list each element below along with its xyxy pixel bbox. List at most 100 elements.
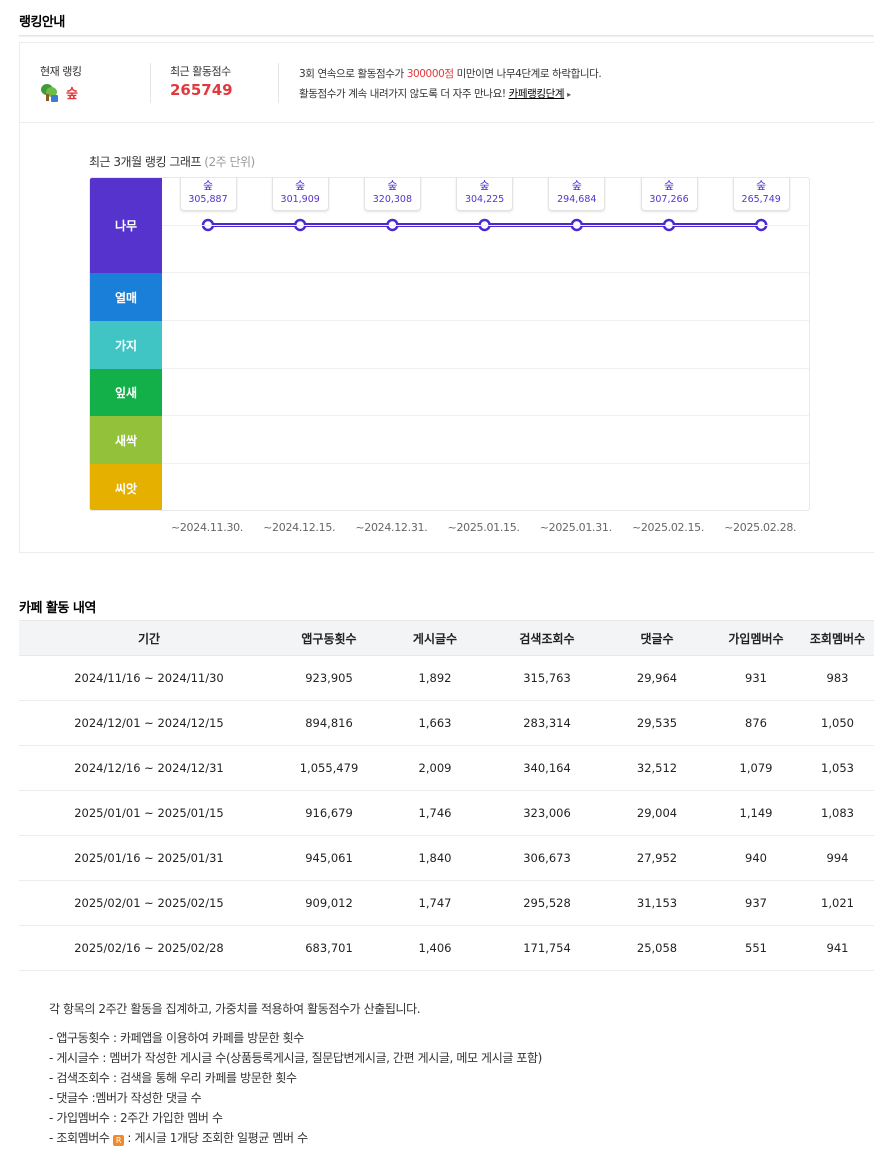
point-value: 307,266	[649, 194, 689, 205]
column-header: 가입멤버수	[711, 620, 801, 656]
table-cell: 29,535	[603, 700, 711, 746]
column-header: 앱구동횟수	[279, 620, 379, 656]
table-row: 2025/01/16 ~ 2025/01/31 945,061 1,840 306,6…	[19, 835, 874, 881]
grid-line	[162, 463, 809, 464]
ranking-status: 현재 랭킹 숲 최근 활동점수 265749 3회 연속으로 활동점수가 300…	[20, 43, 874, 123]
column-header: 조회멤버수	[801, 620, 874, 656]
point-value: 320,308	[372, 194, 413, 205]
table-cell: 1,892	[379, 655, 491, 701]
point-value: 304,225	[464, 194, 505, 205]
table-cell: 323,006	[491, 790, 603, 836]
table-row: 2025/02/16 ~ 2025/02/28 683,701 1,406 171,7…	[19, 925, 874, 971]
table-cell: 2025/02/16 ~ 2025/02/28	[19, 925, 279, 971]
table-cell: 306,673	[491, 835, 603, 881]
footnote-item: - 가입멤버수 : 2주간 가입한 멤버 수	[49, 1111, 223, 1125]
ranking-line-chart	[201, 218, 768, 232]
point-label: 숲 320,308	[363, 178, 421, 211]
level-band: 씨앗	[90, 464, 162, 510]
grid-line	[162, 368, 809, 369]
table-cell: 945,061	[279, 835, 379, 881]
table-cell: 1,663	[379, 700, 491, 746]
table-cell: 2024/11/16 ~ 2024/11/30	[19, 655, 279, 701]
cafe-ranking-link[interactable]: 카페랭킹단계	[508, 88, 565, 100]
table-cell: 171,754	[491, 925, 603, 971]
column-header: 검색조회수	[491, 620, 603, 656]
x-tick-label: ~2025.01.31.	[539, 521, 612, 534]
table-cell: 1,053	[801, 745, 874, 791]
point-label: 숲 265,749	[732, 178, 790, 211]
point-level: 숲	[571, 179, 582, 192]
table-cell: 1,746	[379, 790, 491, 836]
forest-rank-icon	[40, 83, 58, 102]
ranking-box: 현재 랭킹 숲 최근 활동점수 265749 3회 연속으로 활동점수가 300…	[19, 42, 874, 553]
table-cell: 1,149	[711, 790, 801, 836]
table-cell: 2025/02/01 ~ 2025/02/15	[19, 880, 279, 926]
table-cell: 1,079	[711, 745, 801, 791]
table-row: 2025/02/01 ~ 2025/02/15 909,012 1,747 295,5…	[19, 880, 874, 926]
table-cell: 994	[801, 835, 874, 881]
x-tick-label: ~2024.12.15.	[263, 521, 336, 534]
footnote-item: - 조회멤버수 R : 게시글 1개당 조회한 일평균 멤버 수	[49, 1131, 308, 1146]
level-band: 열매	[90, 273, 162, 321]
ranking-graph: 나무 열매 가지 잎새 새싹 씨앗 숲 305,887 숲 301,909 숲 320,308 숲 304…	[89, 177, 810, 511]
table-cell: 1,747	[379, 880, 491, 926]
level-band: 새싹	[90, 416, 162, 464]
table-cell: 876	[711, 700, 801, 746]
score-label: 최근 활동점수	[170, 65, 231, 78]
level-band: 나무	[90, 178, 162, 273]
table-row: 2024/12/16 ~ 2024/12/31 1,055,479 2,009 340…	[19, 745, 874, 791]
threshold-score: 300000점	[406, 68, 454, 80]
table-cell: 683,701	[279, 925, 379, 971]
footnote-item: - 검색조회수 : 검색을 통해 우리 카페를 방문한 횟수	[49, 1071, 297, 1085]
point-level: 숲	[387, 179, 398, 192]
point-label: 숲 304,225	[456, 178, 514, 211]
point-value: 265,749	[741, 194, 781, 205]
point-level: 숲	[756, 179, 767, 192]
activity-section-title: 카페 활동 내역	[19, 601, 96, 616]
point-label: 숲 301,909	[271, 178, 329, 211]
table-cell: 894,816	[279, 700, 379, 746]
current-rank: 숲	[40, 83, 78, 102]
table-cell: 923,905	[279, 655, 379, 701]
table-cell: 937	[711, 880, 801, 926]
r-badge-icon: R	[112, 1135, 124, 1146]
table-cell: 2024/12/16 ~ 2024/12/31	[19, 745, 279, 791]
table-cell: 1,050	[801, 700, 874, 746]
table-cell: 2025/01/01 ~ 2025/01/15	[19, 790, 279, 836]
level-band: 잎새	[90, 369, 162, 416]
grid-line	[162, 272, 809, 273]
x-tick-label: ~2024.12.31.	[355, 521, 428, 534]
arrow-right-icon: ▸	[567, 90, 571, 99]
current-rank-label: 현재 랭킹	[40, 65, 82, 78]
point-level: 숲	[202, 179, 214, 192]
table-cell: 31,153	[603, 880, 711, 926]
x-tick-label: ~2025.02.28.	[724, 521, 797, 534]
table-cell: 909,012	[279, 880, 379, 926]
table-cell: 1,406	[379, 925, 491, 971]
table-cell: 940	[711, 835, 801, 881]
table-cell: 1,083	[801, 790, 874, 836]
footnote-item: - 게시글수 : 멤버가 작성한 게시글 수(상품등록게시글, 질문답변게시글,…	[49, 1051, 542, 1065]
x-tick-label: ~2025.02.15.	[631, 521, 705, 534]
point-level: 숲	[479, 179, 490, 192]
table-cell: 340,164	[491, 745, 603, 791]
table-cell: 2,009	[379, 745, 491, 791]
status-divider	[278, 63, 279, 103]
table-cell: 1,840	[379, 835, 491, 881]
point-label: 숲 294,684	[548, 178, 606, 211]
footnote-item: - 앱구동횟수 : 카페앱을 이용하여 카페를 방문한 횟수	[49, 1031, 304, 1045]
grid-line	[162, 415, 809, 416]
footnote-item: - 댓글수 :멤버가 작성한 댓글 수	[49, 1091, 202, 1105]
point-label: 숲 305,887	[179, 178, 237, 211]
title-divider	[19, 35, 874, 37]
table-cell: 1,055,479	[279, 745, 379, 791]
table-cell: 29,004	[603, 790, 711, 836]
table-cell: 29,964	[603, 655, 711, 701]
x-tick-label: ~2024.11.30.	[170, 521, 244, 534]
table-cell: 295,528	[491, 880, 603, 926]
table-row: 2024/12/01 ~ 2024/12/15 894,816 1,663 283,3…	[19, 700, 874, 746]
column-header: 게시글수	[379, 620, 491, 656]
encourage-notice: 활동점수가 계속 내려가지 않도록 더 자주 만나요! 카페랭킹단계 ▸	[299, 88, 571, 100]
ranking-section-title: 랭킹안내	[19, 15, 65, 30]
downgrade-notice: 3회 연속으로 활동점수가 300000점 미만이면 나무4단계로 하락합니다.	[299, 68, 602, 80]
